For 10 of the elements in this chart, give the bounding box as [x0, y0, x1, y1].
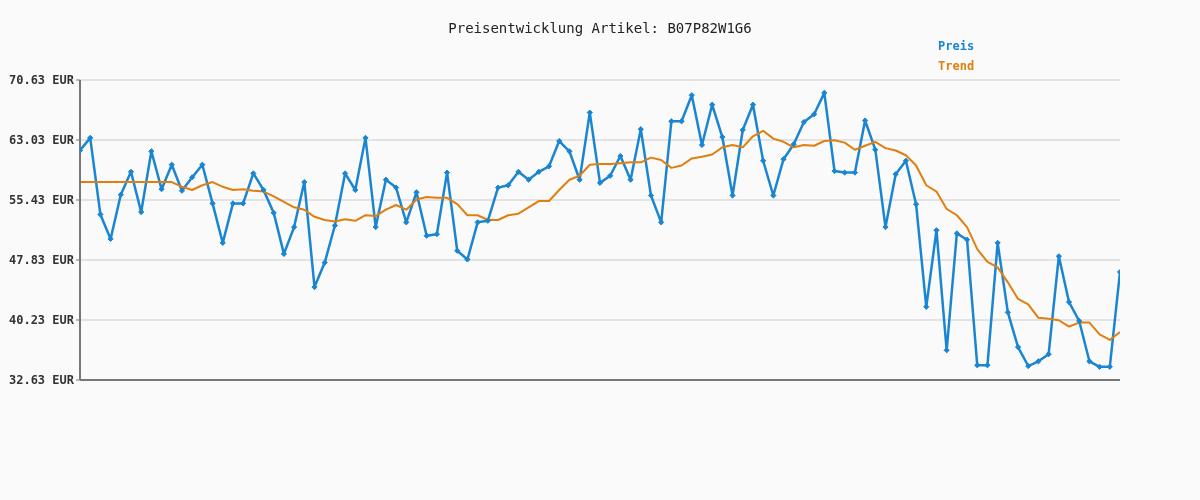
text: Preis	[938, 38, 976, 55]
y-tick-label: 47.83 EUR	[8, 253, 75, 268]
y-tick-label: 55.43 EUR	[8, 193, 75, 208]
y-tick-label: 40.23 EUR	[8, 313, 75, 328]
text: Trend	[938, 58, 976, 75]
line-series	[80, 129, 1120, 341]
y-tick-label: 63.03 EUR	[8, 133, 75, 148]
chart-title: Preisentwicklung Artikel: B07P82W1G6	[447, 20, 753, 36]
y-tick-label: 32.63 EUR	[8, 373, 75, 388]
y-tick-label: 70.63 EUR	[8, 73, 75, 88]
